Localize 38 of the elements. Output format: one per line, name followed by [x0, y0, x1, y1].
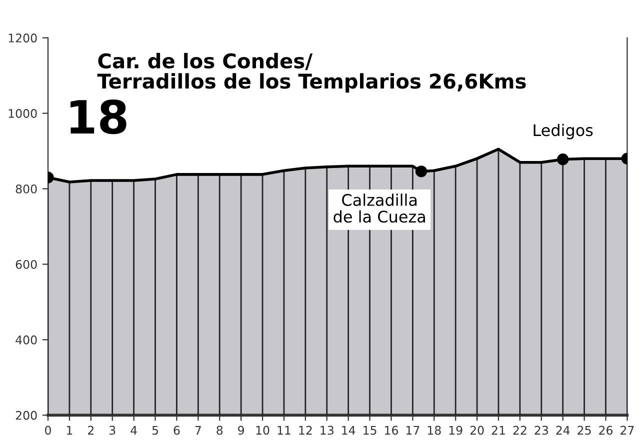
- y-tick-label: 600: [16, 260, 37, 269]
- x-tick-label: 19: [449, 426, 462, 435]
- x-tick-label: 10: [256, 426, 270, 435]
- x-tick-label: 0: [45, 426, 51, 435]
- annotation: 18: [70, 99, 126, 134]
- x-tick-label: 18: [428, 426, 441, 435]
- y-tick-label: 1000: [8, 109, 37, 118]
- y-tick-label: 400: [16, 335, 37, 344]
- x-tick-label: 13: [320, 426, 334, 435]
- x-tick-label: 8: [216, 426, 223, 435]
- x-tick-label: 21: [492, 426, 505, 435]
- x-tick-label: 22: [513, 426, 526, 435]
- x-tick-label: 7: [195, 426, 201, 435]
- x-tick-label: 12: [299, 426, 312, 435]
- x-tick-label: 1: [66, 426, 72, 435]
- x-tick-label: 4: [130, 426, 137, 435]
- y-tick-label: 200: [16, 410, 37, 420]
- x-tick-label: 11: [278, 426, 290, 435]
- x-tick-label: 15: [364, 426, 376, 435]
- x-tick-label: 26: [599, 426, 613, 435]
- x-tick-label: 5: [152, 426, 158, 435]
- x-tick-label: 27: [620, 426, 634, 435]
- x-tick-label: 25: [578, 426, 591, 435]
- x-tick-label: 20: [470, 426, 484, 435]
- y-tick-label: 1200: [8, 34, 37, 42]
- x-tick-label: 23: [534, 426, 548, 435]
- x-tick-label: 24: [556, 426, 570, 435]
- x-tick-label: 14: [342, 426, 356, 435]
- annotation: Calzadilla de la Cueza: [334, 194, 425, 223]
- annotation: Ledigos: [534, 124, 593, 140]
- text: Car. de los Condes/ Terradillos de los Templarios 26,6Kms: [97, 52, 526, 93]
- x-tick-label: 17: [406, 426, 420, 435]
- x-tick-label: 3: [110, 426, 116, 435]
- x-tick-label: 6: [174, 426, 180, 435]
- y-tick-label: 800: [16, 184, 37, 194]
- x-tick-label: 2: [88, 426, 94, 435]
- x-tick-label: 16: [385, 426, 398, 435]
- x-tick-label: 9: [238, 426, 244, 435]
